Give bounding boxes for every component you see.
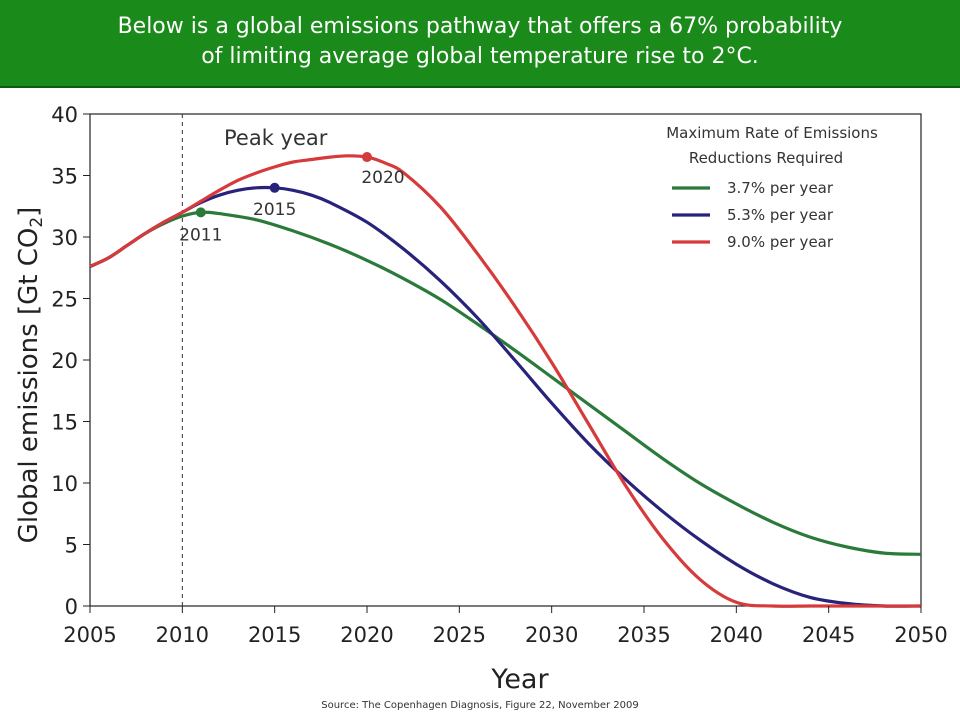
peak-label-2: 2020 [361,168,404,188]
y-tick-label: 40 [51,103,78,127]
title-line-2: of limiting average global temperature r… [201,44,759,69]
x-tick-label: 2025 [433,623,486,647]
y-tick-label: 30 [51,226,78,250]
x-tick-label: 2015 [248,623,301,647]
series-line-2 [89,154,921,608]
series-line-0 [89,210,922,556]
x-tick-label: 2005 [63,623,116,647]
legend: Maximum Rate of Emissions Reductions Req… [666,124,878,251]
peak-markers: 2011 2015 2020 [179,152,405,245]
title-banner: Below is a global emissions pathway that… [0,0,960,88]
peak-label-0: 2011 [179,225,222,245]
x-tick-label: 2045 [802,623,855,647]
y-axis-label-end: ] [14,207,44,217]
legend-items: 3.7% per year 5.3% per year 9.0% per year [672,179,834,251]
legend-title-line-1: Maximum Rate of Emissions [666,124,878,142]
x-tick-label: 2040 [710,623,763,647]
legend-title-line-2: Reductions Required [689,149,843,167]
x-tick-label: 2050 [894,623,947,647]
axis-ticks: 2005 2010 2015 2020 2025 2030 2035 2040 2045 2050… [51,103,947,647]
y-axis-label-main: Global emissions [Gt CO [14,228,44,544]
y-tick-label: 35 [51,165,78,189]
source-caption: Source: The Copenhagen Diagnosis, Figure… [321,700,639,711]
peak-marker-1 [269,182,280,193]
y-tick-label: 5 [65,534,78,558]
y-tick-label: 0 [65,595,78,619]
y-axis-label-subscript: 2 [27,217,47,228]
legend-label-2: 9.0% per year [727,233,834,251]
peak-marker-2 [362,152,372,163]
legend-label-0: 3.7% per year [727,179,834,197]
x-tick-label: 2035 [617,623,670,647]
legend-label-1: 5.3% per year [727,206,834,224]
x-axis-label: Year [490,664,549,695]
x-tick-label: 2020 [340,623,393,647]
y-tick-label: 25 [51,288,78,312]
peak-marker-0 [195,207,206,218]
x-tick-label: 2010 [156,623,209,647]
x-tick-label: 2030 [525,623,578,647]
y-tick-label: 15 [51,411,78,435]
y-tick-label: 10 [51,472,78,496]
peak-label-1: 2015 [253,200,296,220]
series-layer [89,154,922,608]
peak-year-annotation: Peak year [224,126,328,150]
y-axis-label: Global emissions [Gt CO2] [14,207,47,544]
y-tick-label: 20 [51,349,78,373]
title-line-1: Below is a global emissions pathway that… [117,14,843,39]
